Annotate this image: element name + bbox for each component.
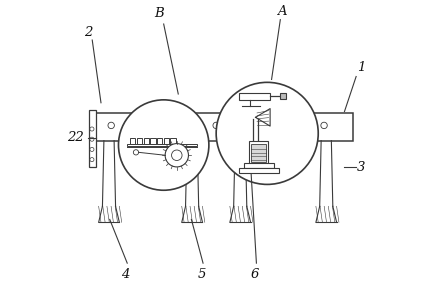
Bar (251, 144, 266, 162)
Circle shape (90, 137, 94, 141)
Bar (127, 144, 197, 146)
Bar (244, 163, 274, 168)
Bar (150, 138, 155, 144)
Circle shape (242, 122, 249, 129)
Circle shape (171, 150, 182, 161)
Bar (130, 138, 135, 144)
Text: 1: 1 (357, 61, 365, 74)
Text: B: B (155, 7, 164, 20)
Text: A: A (277, 5, 286, 18)
Text: 5: 5 (198, 268, 206, 281)
Circle shape (133, 150, 139, 155)
Circle shape (283, 122, 289, 129)
Circle shape (216, 82, 318, 184)
Circle shape (108, 122, 115, 129)
Circle shape (90, 147, 94, 151)
Bar (249, 141, 268, 164)
Text: 3: 3 (357, 161, 365, 174)
Polygon shape (256, 109, 270, 126)
Bar (92, 113, 353, 141)
Circle shape (137, 122, 143, 129)
Bar (164, 138, 169, 144)
Bar (143, 138, 149, 144)
Bar (89, 110, 96, 167)
Circle shape (165, 144, 188, 167)
Circle shape (119, 100, 209, 190)
Bar (157, 138, 162, 144)
Bar (239, 129, 271, 138)
Circle shape (321, 122, 327, 129)
Bar (137, 138, 142, 144)
Text: 22: 22 (67, 131, 83, 144)
Bar (239, 168, 279, 173)
Bar (280, 93, 285, 99)
Text: 2: 2 (83, 26, 92, 39)
Bar (239, 93, 270, 100)
Circle shape (213, 122, 219, 129)
Circle shape (90, 158, 94, 162)
Circle shape (228, 124, 234, 130)
Text: 6: 6 (251, 268, 259, 281)
Circle shape (90, 127, 94, 131)
Circle shape (169, 122, 176, 129)
Text: 4: 4 (121, 268, 129, 281)
Bar (170, 138, 176, 144)
